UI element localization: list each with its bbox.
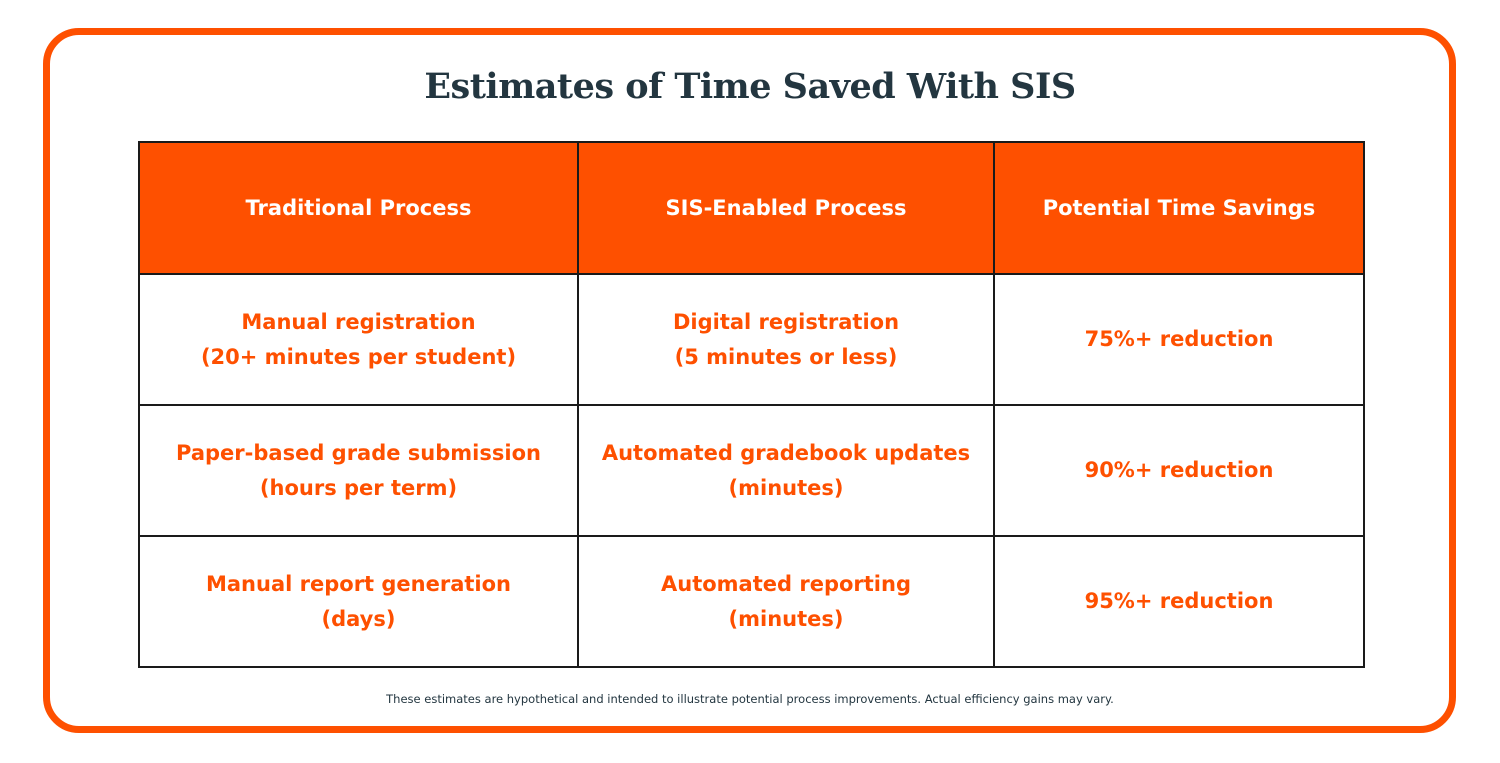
header-potential-time-savings: Potential Time Savings (993, 141, 1365, 275)
cell-savings: 95%+ reduction (993, 535, 1365, 668)
table-row: Manual registration (20+ minutes per stu… (138, 273, 1365, 406)
cell-primary-text: Manual report generation (205, 571, 512, 596)
cell-primary-text: Paper-based grade submission (176, 440, 541, 465)
cell-primary-text: Automated gradebook updates (601, 440, 971, 465)
table-row: Manual report generation (days) Automate… (138, 535, 1365, 668)
table-row: Paper-based grade submission (hours per … (138, 404, 1365, 537)
cell-primary-text: Automated reporting (661, 571, 911, 596)
disclaimer-footnote: These estimates are hypothetical and int… (386, 692, 1114, 706)
cell-traditional: Paper-based grade submission (hours per … (138, 404, 579, 537)
table-header-row: Traditional Process SIS-Enabled Process … (138, 141, 1365, 275)
cell-sis: Automated reporting (minutes) (577, 535, 995, 668)
cell-secondary-text: (hours per term) (259, 475, 458, 500)
cell-secondary-text: (days) (321, 606, 396, 631)
cell-primary-text: Manual registration (241, 309, 476, 334)
cell-sis: Digital registration (5 minutes or less) (577, 273, 995, 406)
header-traditional-process: Traditional Process (138, 141, 579, 275)
time-savings-table: Traditional Process SIS-Enabled Process … (138, 141, 1365, 668)
cell-secondary-text: (20+ minutes per student) (200, 344, 517, 369)
cell-savings: 75%+ reduction (993, 273, 1365, 406)
cell-traditional: Manual report generation (days) (138, 535, 579, 668)
cell-primary-text: Digital registration (672, 309, 900, 334)
cell-secondary-text: (minutes) (728, 606, 844, 631)
cell-traditional: Manual registration (20+ minutes per stu… (138, 273, 579, 406)
cell-secondary-text: (5 minutes or less) (674, 344, 898, 369)
cell-savings: 90%+ reduction (993, 404, 1365, 537)
cell-secondary-text: (minutes) (728, 475, 844, 500)
page-title: Estimates of Time Saved With SIS (424, 66, 1076, 107)
cell-sis: Automated gradebook updates (minutes) (577, 404, 995, 537)
header-sis-enabled-process: SIS-Enabled Process (577, 141, 995, 275)
